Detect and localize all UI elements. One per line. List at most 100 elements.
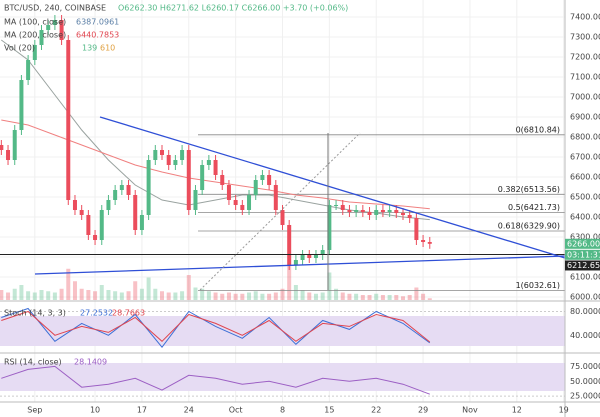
volume-bar — [139, 288, 144, 300]
volume-bar — [0, 290, 4, 300]
volume-bar — [12, 288, 17, 300]
candle-body — [66, 40, 71, 200]
volume-legend-value: 139 — [82, 44, 97, 53]
candle-body — [374, 210, 379, 215]
volume-bar — [421, 293, 426, 300]
y-tick-label: 6100.00 — [570, 273, 600, 282]
candle-body — [46, 25, 51, 30]
volume-bar — [280, 288, 285, 300]
y-tick-label: 6900.00 — [570, 113, 600, 122]
candle-body — [334, 205, 339, 206]
stoch-legend-k: 27.2532 — [80, 309, 113, 318]
candle-body — [387, 210, 392, 212]
volume-bar — [166, 292, 171, 300]
candle-body — [106, 200, 111, 210]
volume-bar — [347, 293, 352, 300]
stoch-d — [1, 310, 431, 343]
volume-bar — [93, 291, 98, 300]
x-tick-label: 15 — [324, 406, 334, 415]
price-tag — [565, 249, 600, 260]
volume-bar — [354, 293, 359, 300]
candle-body — [79, 210, 84, 215]
y-tick-label: 6600.00 — [570, 173, 600, 182]
candle-body — [400, 213, 405, 215]
volume-bar — [327, 272, 332, 300]
rsi-band — [0, 363, 565, 391]
volume-bar — [206, 291, 211, 300]
candle-body — [414, 218, 419, 240]
volume-bar — [340, 292, 345, 300]
volume-bar — [226, 292, 231, 300]
y-tick-label: 6500.00 — [570, 193, 600, 202]
x-tick-label: 12 — [512, 406, 522, 415]
candle-body — [86, 215, 91, 235]
volume-legend-name: Vol (20) — [4, 44, 35, 53]
price-tag-label: 6212.65 — [567, 261, 600, 270]
y-tick-label: 80.0000 — [570, 307, 600, 316]
volume-bar — [119, 292, 124, 300]
candle-body — [300, 255, 305, 260]
y-tick-label: 7400.00 — [570, 13, 600, 22]
candle-body — [39, 30, 44, 45]
volume-bar — [400, 296, 405, 300]
candle-body — [193, 190, 198, 210]
candle-body — [19, 80, 24, 130]
ma-legend-value: 6440.7853 — [76, 31, 119, 40]
volume-bar — [106, 290, 111, 300]
trendline-upper — [99, 116, 566, 259]
rsi-legend-name: RSI (14, close) — [4, 358, 62, 367]
candle-body — [72, 200, 77, 210]
rsi-line — [1, 365, 430, 395]
y-tick-label: 6800.00 — [570, 133, 600, 142]
candle-body — [26, 60, 31, 80]
candle-body — [32, 45, 37, 60]
candle-body — [247, 195, 252, 210]
volume-bar — [293, 285, 298, 300]
candle-body — [0, 145, 4, 150]
volume-bar — [26, 291, 31, 300]
volume-bar — [193, 287, 198, 300]
price-tag-label: 6266.00 — [567, 239, 600, 248]
stoch-legend-d: 28.7663 — [112, 309, 145, 318]
stoch-legend-name: Stoch (14, 3, 3) — [4, 309, 66, 318]
volume-legend-ma: 610 — [100, 44, 115, 53]
volume-bar — [267, 293, 272, 300]
symbol-title: BTC/USD, 240, COINBASE — [4, 4, 106, 13]
candle-body — [253, 180, 258, 195]
candle-body — [340, 205, 345, 210]
volume-bar — [133, 281, 138, 300]
candle-body — [280, 210, 285, 225]
x-tick-label: 8 — [280, 406, 285, 415]
candle-body — [347, 210, 352, 212]
y-tick-label: 25.0000 — [570, 392, 600, 401]
candle-body — [200, 165, 205, 190]
y-tick-label: 7100.00 — [570, 73, 600, 82]
price-tag — [565, 238, 600, 249]
candle-body — [354, 210, 359, 212]
candle-body — [421, 240, 426, 242]
volume-bar — [52, 292, 57, 300]
candle-body — [180, 150, 185, 160]
candle-body — [427, 242, 432, 244]
fib-label: 0.382(6513.56) — [498, 185, 560, 194]
volume-bar — [180, 291, 185, 300]
y-tick-label: 6400.00 — [570, 213, 600, 222]
x-tick-label: 19 — [559, 406, 569, 415]
y-tick-label: 7300.00 — [570, 33, 600, 42]
candle-body — [380, 210, 385, 212]
candle-body — [260, 175, 265, 180]
volume-bar — [72, 281, 77, 300]
candle-body — [226, 185, 231, 200]
candle-body — [146, 160, 151, 215]
volume-bar — [240, 293, 245, 300]
volume-bar — [307, 292, 312, 300]
candle-body — [12, 130, 17, 160]
rsi-legend-value: 28.1409 — [74, 358, 107, 367]
ohlc-readout: O6262.30 H6271.62 L6260.17 C6266.00 +3.7… — [118, 4, 348, 13]
y-tick-label: 50.0000 — [570, 377, 600, 386]
volume-bar — [200, 288, 205, 300]
candle-body — [327, 205, 332, 250]
volume-bar — [427, 298, 432, 300]
candle-body — [119, 185, 124, 190]
